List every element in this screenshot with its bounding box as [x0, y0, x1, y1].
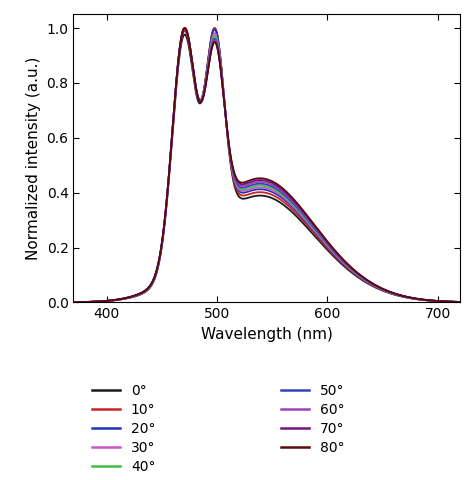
X-axis label: Wavelength (nm): Wavelength (nm)	[201, 327, 333, 342]
Y-axis label: Normalized intensity (a.u.): Normalized intensity (a.u.)	[26, 57, 41, 260]
Legend: 50°, 60°, 70°, 80°: 50°, 60°, 70°, 80°	[281, 384, 345, 455]
